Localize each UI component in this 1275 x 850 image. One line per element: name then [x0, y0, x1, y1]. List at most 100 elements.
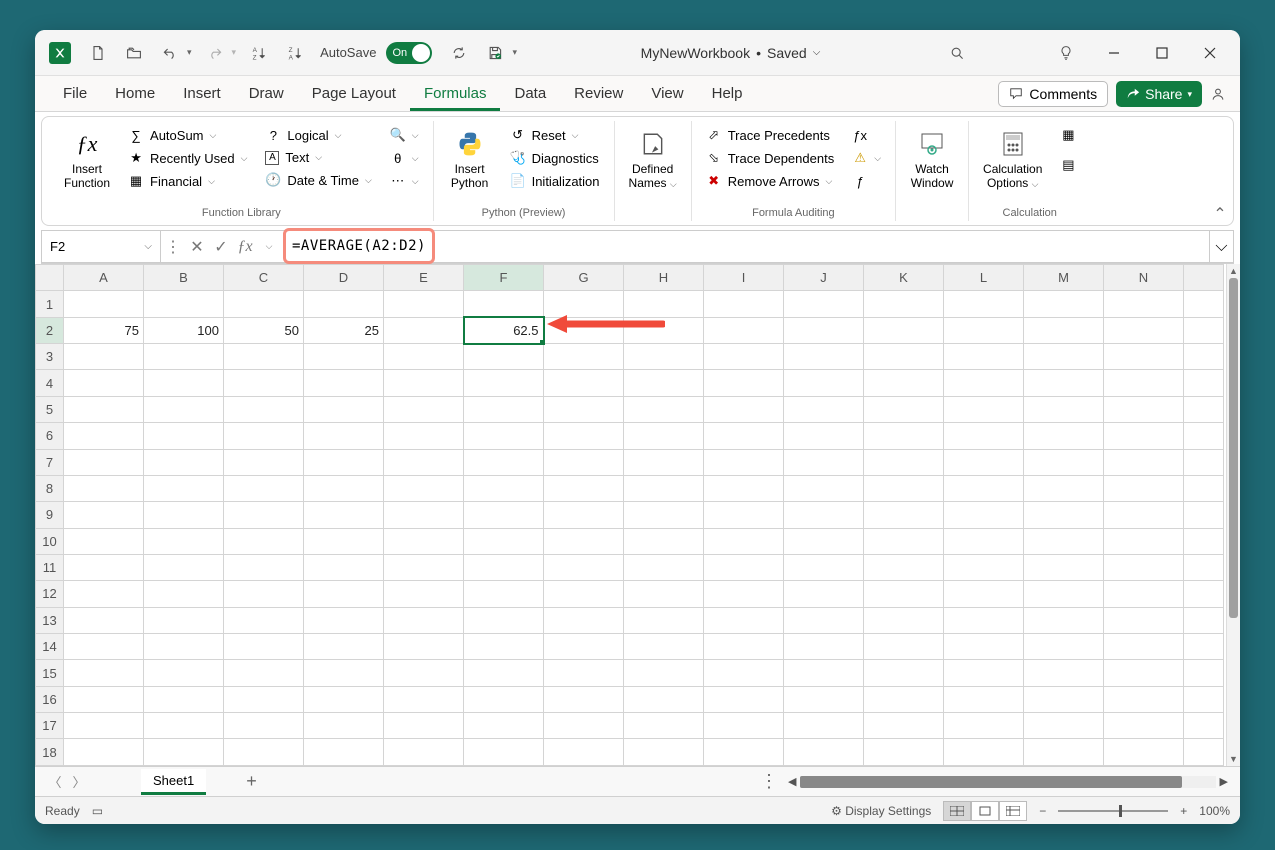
- cell-E8[interactable]: [384, 475, 464, 501]
- col-header-J[interactable]: J: [784, 265, 864, 291]
- cell-L11[interactable]: [944, 554, 1024, 580]
- cell-K10[interactable]: [864, 528, 944, 554]
- open-file-icon[interactable]: [119, 38, 149, 68]
- view-normal[interactable]: [943, 801, 971, 821]
- cell-H10[interactable]: [624, 528, 704, 554]
- tab-insert[interactable]: Insert: [169, 79, 235, 111]
- tab-file[interactable]: File: [49, 79, 101, 111]
- cell-I10[interactable]: [704, 528, 784, 554]
- cell-F8[interactable]: [464, 475, 544, 501]
- cell-B17[interactable]: [144, 713, 224, 739]
- cell-B4[interactable]: [144, 370, 224, 396]
- cell-K14[interactable]: [864, 634, 944, 660]
- row-header-14[interactable]: 14: [36, 634, 64, 660]
- cell-G3[interactable]: [544, 344, 624, 370]
- cell-N2[interactable]: [1104, 317, 1184, 343]
- cell-M7[interactable]: [1024, 449, 1104, 475]
- cell-I12[interactable]: [704, 581, 784, 607]
- sheet-tab-more[interactable]: ⋮: [760, 778, 778, 785]
- cell-L17[interactable]: [944, 713, 1024, 739]
- cell-H11[interactable]: [624, 554, 704, 580]
- cell-G12[interactable]: [544, 581, 624, 607]
- sheet-tab-active[interactable]: Sheet1: [141, 769, 206, 795]
- cell-F12[interactable]: [464, 581, 544, 607]
- cell-M4[interactable]: [1024, 370, 1104, 396]
- cell-L3[interactable]: [944, 344, 1024, 370]
- cell-A8[interactable]: [64, 475, 144, 501]
- new-file-icon[interactable]: [83, 38, 113, 68]
- col-header-N[interactable]: N: [1104, 265, 1184, 291]
- cell-H17[interactable]: [624, 713, 704, 739]
- cell-M18[interactable]: [1024, 739, 1104, 766]
- row-header-7[interactable]: 7: [36, 449, 64, 475]
- lightbulb-icon[interactable]: [1044, 35, 1088, 71]
- cell-M11[interactable]: [1024, 554, 1104, 580]
- cell-J1[interactable]: [784, 291, 864, 317]
- cell-N15[interactable]: [1104, 660, 1184, 686]
- cell-M16[interactable]: [1024, 686, 1104, 712]
- cell-H14[interactable]: [624, 634, 704, 660]
- col-header-L[interactable]: L: [944, 265, 1024, 291]
- cell-N17[interactable]: [1104, 713, 1184, 739]
- cell-L18[interactable]: [944, 739, 1024, 766]
- cell-K18[interactable]: [864, 739, 944, 766]
- view-page-break[interactable]: [999, 801, 1027, 821]
- cell-K4[interactable]: [864, 370, 944, 396]
- cell-E10[interactable]: [384, 528, 464, 554]
- cell-E11[interactable]: [384, 554, 464, 580]
- autosave-toggle[interactable]: On: [386, 42, 432, 64]
- cell-J4[interactable]: [784, 370, 864, 396]
- col-header-D[interactable]: D: [304, 265, 384, 291]
- horizontal-scrollbar[interactable]: ◀ ▶: [788, 775, 1228, 788]
- sort-desc-icon[interactable]: ZA: [280, 38, 310, 68]
- maximize-button[interactable]: [1140, 35, 1184, 71]
- cell-N1[interactable]: [1104, 291, 1184, 317]
- cell-B6[interactable]: [144, 423, 224, 449]
- tab-data[interactable]: Data: [500, 79, 560, 111]
- cell-N11[interactable]: [1104, 554, 1184, 580]
- initialization-button[interactable]: 📄Initialization: [504, 171, 606, 191]
- accept-formula-icon[interactable]: ✓: [209, 237, 233, 257]
- cell-C6[interactable]: [224, 423, 304, 449]
- cell-C8[interactable]: [224, 475, 304, 501]
- cell-D18[interactable]: [304, 739, 384, 766]
- cell-D4[interactable]: [304, 370, 384, 396]
- cell-J5[interactable]: [784, 396, 864, 422]
- lookup-button[interactable]: 🔍⌵: [384, 125, 425, 145]
- cell-H7[interactable]: [624, 449, 704, 475]
- cell-C17[interactable]: [224, 713, 304, 739]
- insert-python-button[interactable]: Insert Python: [442, 125, 498, 195]
- cell-A5[interactable]: [64, 396, 144, 422]
- cell-K16[interactable]: [864, 686, 944, 712]
- cell-K13[interactable]: [864, 607, 944, 633]
- logical-button[interactable]: ?Logical ⌵: [259, 125, 377, 145]
- cell-C16[interactable]: [224, 686, 304, 712]
- cell-A11[interactable]: [64, 554, 144, 580]
- cell-F10[interactable]: [464, 528, 544, 554]
- autosum-button[interactable]: ∑AutoSum ⌵: [122, 125, 253, 145]
- row-header-4[interactable]: 4: [36, 370, 64, 396]
- cell-L15[interactable]: [944, 660, 1024, 686]
- text-button[interactable]: AText ⌵: [259, 148, 377, 167]
- cell-J17[interactable]: [784, 713, 864, 739]
- cell-H1[interactable]: [624, 291, 704, 317]
- cell-C13[interactable]: [224, 607, 304, 633]
- save-icon[interactable]: [480, 38, 510, 68]
- cell-N8[interactable]: [1104, 475, 1184, 501]
- qat-overflow[interactable]: ▾: [512, 47, 517, 58]
- cell-J11[interactable]: [784, 554, 864, 580]
- cell-J13[interactable]: [784, 607, 864, 633]
- cell-E7[interactable]: [384, 449, 464, 475]
- cell-E17[interactable]: [384, 713, 464, 739]
- cell-M14[interactable]: [1024, 634, 1104, 660]
- cancel-formula-icon[interactable]: ✕: [185, 237, 209, 257]
- search-icon[interactable]: [942, 38, 972, 68]
- cell-H15[interactable]: [624, 660, 704, 686]
- cell-C1[interactable]: [224, 291, 304, 317]
- cell-I7[interactable]: [704, 449, 784, 475]
- cell-F17[interactable]: [464, 713, 544, 739]
- cell-M10[interactable]: [1024, 528, 1104, 554]
- col-header-M[interactable]: M: [1024, 265, 1104, 291]
- cell-J2[interactable]: [784, 317, 864, 343]
- diagnostics-button[interactable]: 🩺Diagnostics: [504, 148, 606, 168]
